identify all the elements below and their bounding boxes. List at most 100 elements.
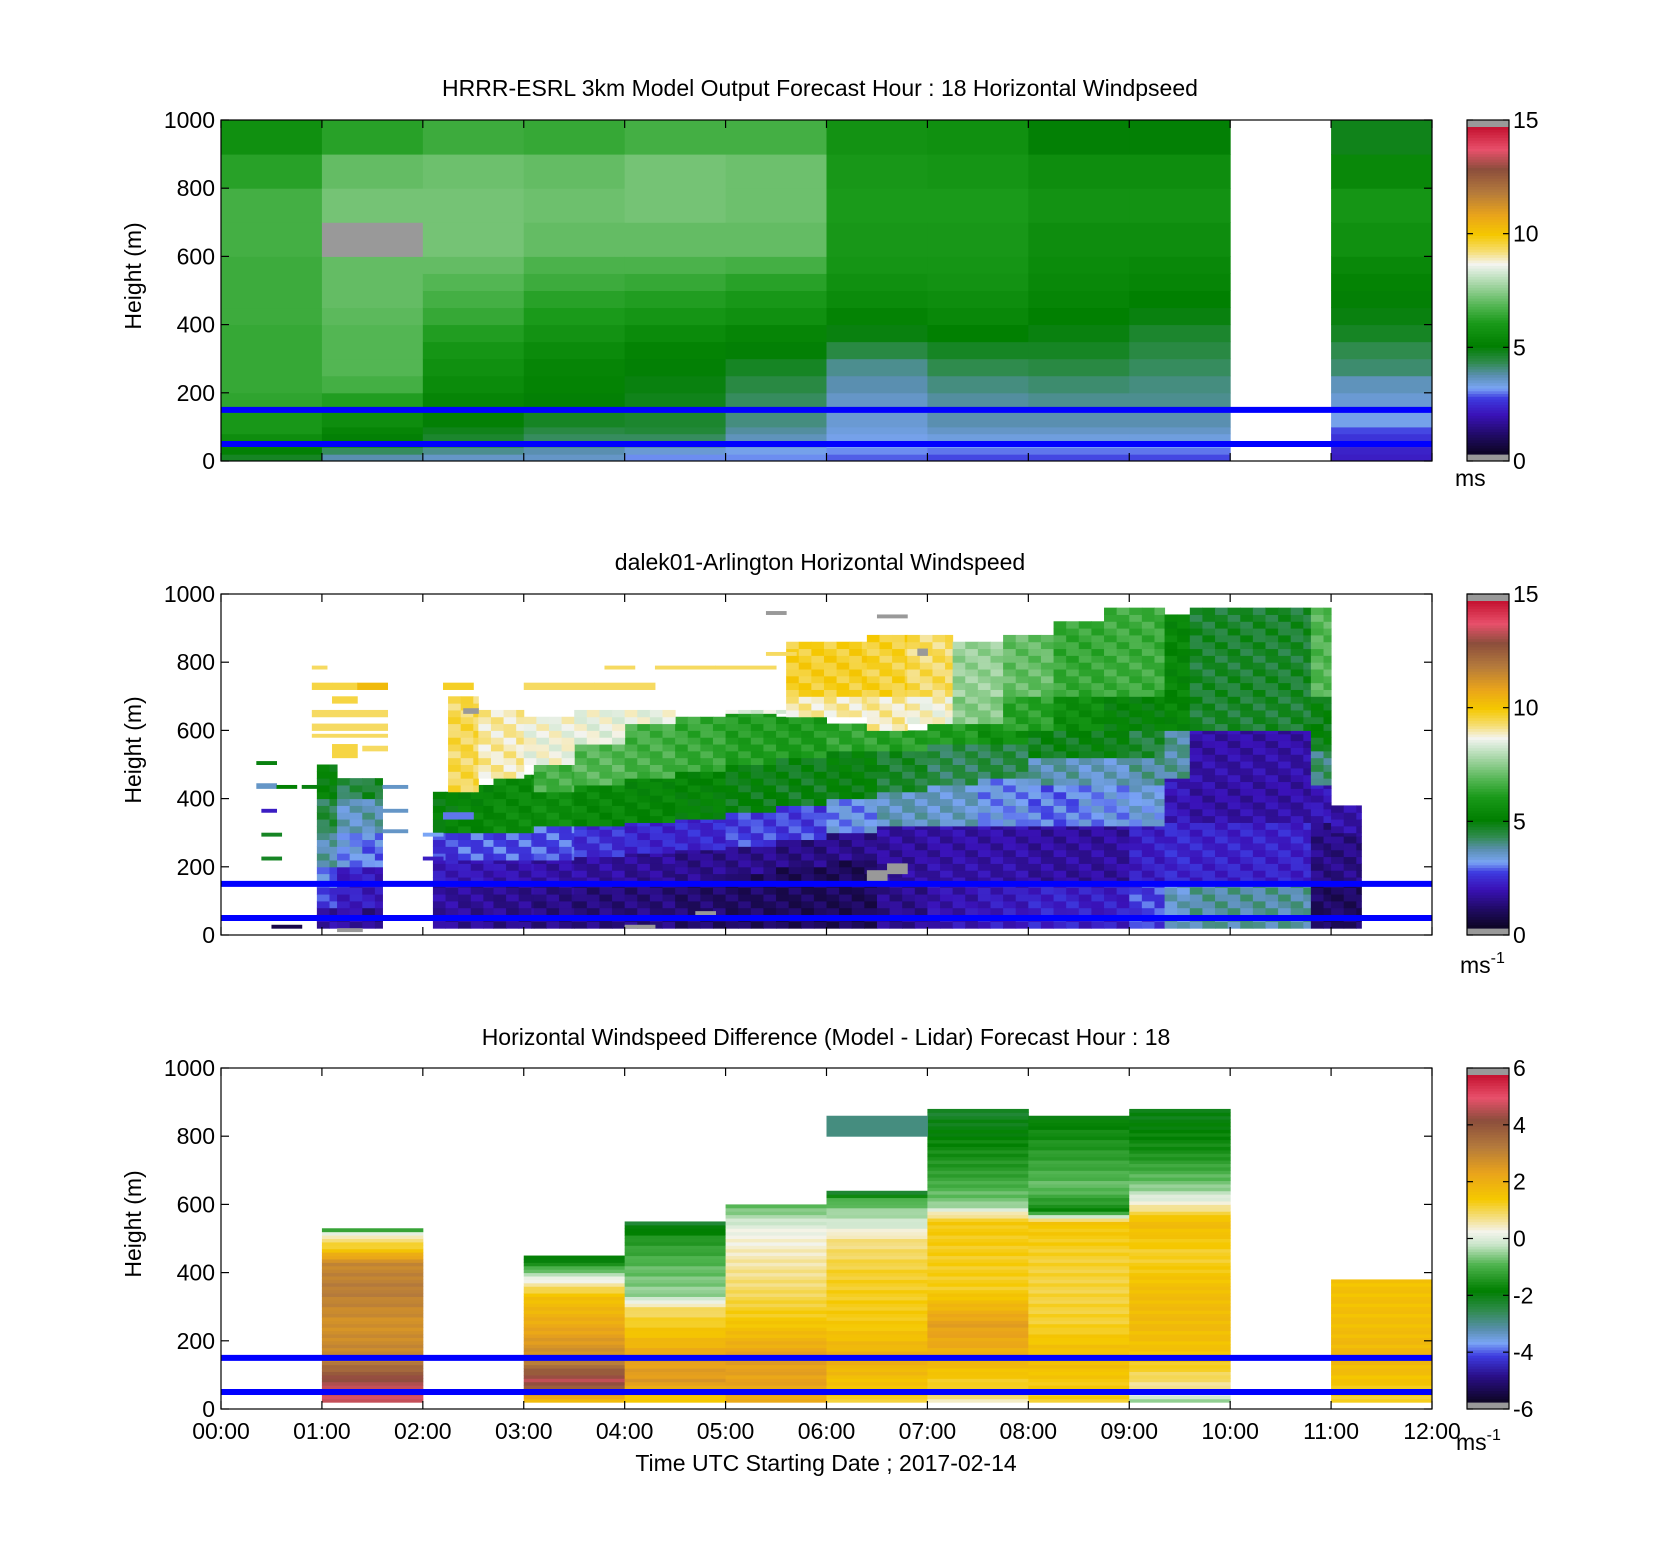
colorbar-segment xyxy=(1467,1366,1509,1370)
colorbar-segment xyxy=(1467,617,1509,621)
heatmap-cell xyxy=(586,791,600,800)
heatmap-cell xyxy=(687,887,701,895)
heatmap-cell xyxy=(1215,822,1229,830)
heatmap-cell xyxy=(675,791,689,800)
heatmap-cell xyxy=(876,757,891,765)
heatmap-cell xyxy=(813,894,827,902)
heatmap-cell xyxy=(612,730,626,738)
heatmap-cell xyxy=(1164,682,1178,690)
heatmap-cell xyxy=(599,771,613,779)
heatmap-cell xyxy=(675,873,689,881)
heatmap-cell xyxy=(695,911,716,916)
heatmap-cell xyxy=(927,392,1029,411)
heatmap-cell xyxy=(725,832,739,841)
heatmap-cell xyxy=(801,805,815,813)
heatmap-cell xyxy=(889,812,903,820)
heatmap-cell xyxy=(1290,921,1304,929)
heatmap-cell xyxy=(826,307,928,326)
heatmap-cell xyxy=(1141,607,1155,615)
colorbar-segment xyxy=(1467,1309,1509,1313)
heatmap-cell xyxy=(1040,784,1055,793)
heatmap-cell xyxy=(990,744,1004,752)
heatmap-cell xyxy=(523,1272,626,1277)
heatmap-cell xyxy=(546,819,560,827)
heatmap-cell xyxy=(1202,808,1216,817)
heatmap-cell xyxy=(864,757,878,765)
heatmap-cell xyxy=(662,750,676,759)
heatmap-cell xyxy=(952,798,966,806)
heatmap-cell xyxy=(738,784,752,793)
heatmap-cell xyxy=(1323,822,1332,830)
heatmap-cell xyxy=(687,723,701,731)
colorbar-segment xyxy=(1467,658,1509,662)
heatmap-cell xyxy=(927,1327,1029,1332)
heatmap-cell xyxy=(493,819,507,827)
heatmap-cell xyxy=(1189,894,1203,902)
heatmap-cell xyxy=(839,771,853,779)
colorbar-segment xyxy=(1467,1145,1509,1150)
heatmap-cell xyxy=(940,887,954,895)
heatmap-cell xyxy=(725,713,739,718)
heatmap-cell xyxy=(1323,614,1332,622)
heatmap-cell xyxy=(700,778,714,786)
heatmap-cell xyxy=(649,887,664,895)
heatmap-cell xyxy=(675,778,689,786)
heatmap-cell xyxy=(561,730,575,738)
heatmap-cell xyxy=(1129,825,1143,830)
heatmap-cell xyxy=(329,812,338,820)
heatmap-cell xyxy=(725,375,827,394)
heatmap-cell xyxy=(518,877,532,885)
heatmap-cell xyxy=(889,730,903,738)
heatmap-cell xyxy=(503,771,517,779)
heatmap-cell xyxy=(801,866,815,875)
heatmap-cell xyxy=(1003,703,1017,711)
heatmap-cell xyxy=(1177,648,1191,656)
heatmap-cell xyxy=(876,849,891,858)
heatmap-cell xyxy=(337,805,351,813)
heatmap-cell xyxy=(316,771,330,779)
heatmap-cell xyxy=(432,877,447,885)
heatmap-cell xyxy=(927,1272,1029,1277)
heatmap-cell xyxy=(1278,877,1292,885)
heatmap-cell xyxy=(473,737,479,745)
heatmap-cell xyxy=(1066,894,1080,902)
heatmap-cell xyxy=(458,846,472,854)
heatmap-cell xyxy=(940,870,954,878)
heatmap-cell xyxy=(1028,1347,1130,1352)
colorbar-tick-label: 5 xyxy=(1513,808,1526,834)
heatmap-cell xyxy=(977,764,991,772)
heatmap-cell xyxy=(876,894,891,902)
heatmap-cell xyxy=(546,764,560,772)
heatmap-cell xyxy=(902,836,916,844)
panel-title: dalek01-Arlington Horizontal Windspeed xyxy=(615,549,1025,575)
heatmap-cell xyxy=(316,866,330,875)
heatmap-cell xyxy=(523,392,626,411)
heatmap-cell xyxy=(725,1303,827,1308)
heatmap-cell xyxy=(349,825,363,834)
heatmap-cell xyxy=(1015,655,1029,663)
heatmap-cell xyxy=(932,682,946,690)
heatmap-cell xyxy=(914,849,928,858)
colorbar-segment xyxy=(1467,1279,1509,1283)
heatmap-cell xyxy=(1141,744,1155,752)
heatmap-cell xyxy=(914,894,928,902)
heatmap-cell xyxy=(574,887,588,895)
heatmap-cell xyxy=(864,819,878,827)
heatmap-cell xyxy=(927,1313,1029,1318)
heatmap-cell xyxy=(523,433,626,442)
x-tick-label: 12:00 xyxy=(1403,1418,1461,1444)
heatmap-cell xyxy=(1078,662,1092,670)
heatmap-cell xyxy=(1003,764,1017,772)
heatmap-cell xyxy=(1040,829,1055,837)
heatmap-cell xyxy=(586,805,600,813)
heatmap-cell xyxy=(1154,849,1166,858)
heatmap-cell xyxy=(321,1310,424,1315)
heatmap-cell xyxy=(662,730,676,738)
heatmap-cell xyxy=(1078,703,1092,711)
heatmap-cell xyxy=(1129,1344,1231,1349)
heatmap-cell xyxy=(1177,675,1191,684)
colorbar-segment xyxy=(1467,1080,1509,1084)
heatmap-cell xyxy=(1129,1224,1231,1229)
heatmap-cell xyxy=(861,682,868,690)
heatmap-cell xyxy=(927,842,941,851)
